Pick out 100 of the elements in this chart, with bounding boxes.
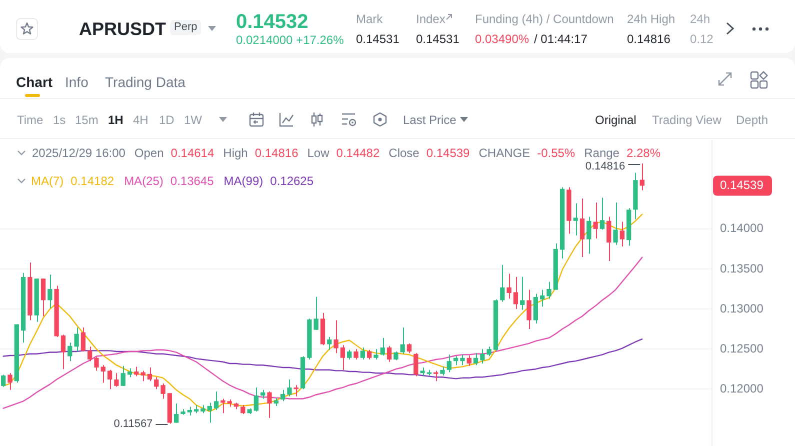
candlestick bbox=[446, 354, 452, 373]
candlestick bbox=[60, 334, 66, 370]
candlestick bbox=[327, 336, 332, 350]
text: MA(7) bbox=[31, 174, 64, 188]
annotation: 0.14182 bbox=[70, 174, 114, 188]
annotation: 0.13645 bbox=[170, 174, 214, 188]
text: 0.14539 bbox=[720, 178, 764, 192]
candlestick bbox=[267, 391, 272, 418]
text: 15m bbox=[75, 112, 98, 128]
text: Info bbox=[65, 74, 88, 90]
text: MA(99) bbox=[224, 174, 264, 188]
candlestick bbox=[354, 348, 358, 360]
candlestick bbox=[406, 342, 412, 354]
text: 24h bbox=[690, 12, 710, 26]
candlestick bbox=[174, 403, 179, 424]
candlestick bbox=[160, 383, 166, 400]
candlestick bbox=[214, 391, 219, 410]
annotation: 0.14816 bbox=[254, 146, 298, 160]
annotation: 0.14539 bbox=[426, 146, 470, 160]
y-tick-label: 0.14000 bbox=[720, 221, 764, 236]
candlestick bbox=[334, 320, 338, 354]
candlestick bbox=[374, 348, 378, 360]
annotation: -0.55% bbox=[537, 146, 576, 160]
text: Mark bbox=[356, 12, 383, 26]
candlestick bbox=[120, 365, 126, 386]
candlestick bbox=[74, 326, 79, 352]
candlestick bbox=[526, 289, 532, 330]
annotation: 2025/12/29 16:00 bbox=[32, 146, 126, 160]
candlestick bbox=[68, 342, 72, 362]
text: 1s bbox=[53, 112, 66, 128]
candlestick bbox=[8, 372, 12, 390]
candlestick bbox=[540, 289, 545, 308]
candlestick bbox=[500, 264, 505, 302]
y-tick-label: 0.12000 bbox=[720, 381, 764, 396]
candlestick bbox=[546, 281, 552, 300]
annotation: 0.14816 bbox=[585, 160, 626, 173]
candlestick bbox=[640, 163, 644, 191]
text: / 01:44:17 bbox=[534, 32, 588, 46]
y-tick-label: 0.13500 bbox=[720, 261, 764, 276]
annotation: 0.12625 bbox=[270, 174, 314, 188]
annotation: Range bbox=[584, 146, 620, 160]
candlestick bbox=[340, 344, 346, 370]
annotation: 2.28% bbox=[626, 146, 661, 160]
candlestick bbox=[600, 197, 605, 230]
candlestick bbox=[100, 364, 106, 384]
candlestick bbox=[520, 276, 525, 310]
candlestick bbox=[513, 276, 518, 310]
candlestick bbox=[573, 202, 578, 236]
candlestick bbox=[613, 202, 618, 246]
candlestick bbox=[533, 293, 538, 324]
text: 4H bbox=[133, 112, 148, 128]
candlestick bbox=[88, 346, 92, 362]
text: Trading Data bbox=[105, 74, 186, 90]
candlestick bbox=[620, 221, 624, 248]
candlestick bbox=[366, 349, 372, 360]
candlestick bbox=[586, 216, 592, 254]
annotation: 0.14482 bbox=[336, 146, 380, 160]
annotation: CHANGE bbox=[478, 146, 530, 160]
text: 24h High bbox=[627, 12, 676, 26]
text: 0.14531 bbox=[416, 32, 460, 46]
candlestick bbox=[606, 216, 612, 262]
annotation: Close bbox=[388, 146, 420, 160]
text: MA(25) bbox=[124, 174, 164, 188]
candlestick bbox=[314, 296, 318, 330]
text: 1D bbox=[159, 112, 174, 128]
candlestick bbox=[386, 345, 392, 362]
candlestick bbox=[40, 278, 46, 317]
text: Chart bbox=[16, 74, 53, 90]
text: 0.14816 bbox=[627, 32, 670, 46]
candlestick bbox=[154, 376, 159, 390]
candlestick bbox=[207, 402, 212, 424]
y-tick-label: 0.13000 bbox=[720, 301, 764, 316]
text: Index bbox=[416, 12, 446, 26]
candlestick bbox=[280, 389, 286, 402]
text: 0.14532 bbox=[236, 10, 308, 34]
candlestick bbox=[114, 372, 119, 388]
text: Time bbox=[17, 112, 44, 128]
candlestick bbox=[360, 346, 365, 360]
candlestick bbox=[347, 349, 352, 360]
chart-subtitle: Perp bbox=[170, 20, 202, 36]
text: 1H bbox=[108, 112, 124, 128]
text: 0.0214000 +17.26% bbox=[236, 32, 344, 48]
text: Trading View bbox=[652, 112, 722, 128]
candlestick bbox=[506, 273, 512, 300]
candlestick bbox=[294, 384, 298, 397]
candlestick bbox=[147, 367, 152, 382]
candlestick bbox=[580, 198, 585, 258]
candlestick bbox=[460, 354, 465, 366]
candlestick bbox=[466, 354, 472, 366]
text: 0.12 bbox=[690, 32, 714, 46]
candlestick bbox=[94, 356, 99, 372]
text: 1W bbox=[184, 112, 202, 128]
y-tick-label: 0.12500 bbox=[720, 341, 764, 356]
candlestick bbox=[140, 370, 146, 382]
candlestick bbox=[134, 366, 139, 377]
annotation: 0.11567 bbox=[114, 418, 153, 430]
annotation: Open bbox=[134, 146, 164, 160]
candlestick bbox=[80, 326, 86, 352]
candlestick bbox=[434, 370, 438, 382]
candlestick bbox=[1, 374, 6, 388]
